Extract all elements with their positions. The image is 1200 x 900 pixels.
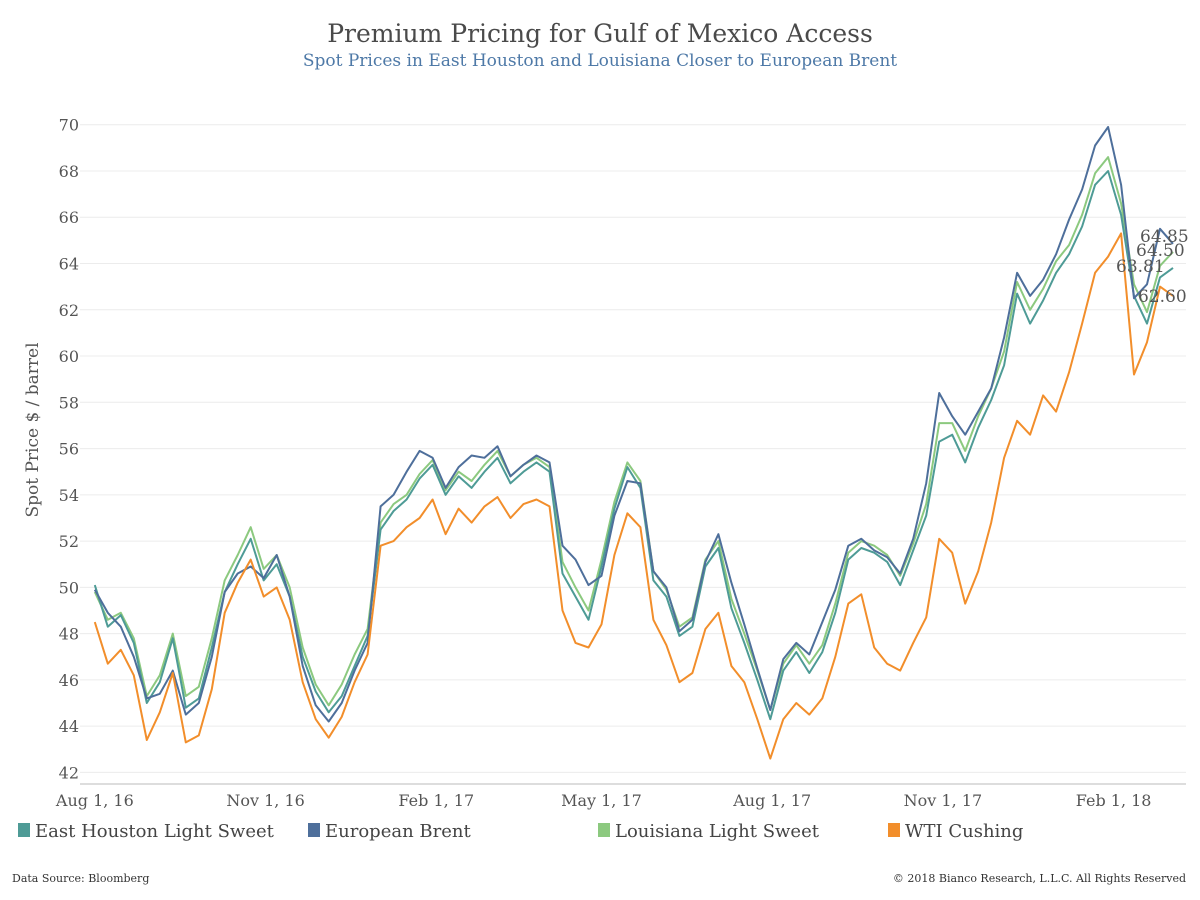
- x-tick-label: May 1, 17: [561, 791, 642, 810]
- x-tick-label: Feb 1, 17: [398, 791, 474, 810]
- y-tick-label: 48: [59, 625, 79, 644]
- x-tick-label: Nov 1, 17: [904, 791, 982, 810]
- y-tick-label: 42: [59, 763, 79, 782]
- x-tick-label: Nov 1, 16: [226, 791, 304, 810]
- legend-swatch: [598, 823, 610, 837]
- x-tick-label: Aug 1, 16: [55, 791, 134, 810]
- legend-label: Louisiana Light Sweet: [615, 821, 820, 842]
- series-line-east-houston-light-sweet: [93, 170, 1174, 721]
- x-tick-label: Aug 1, 17: [732, 791, 811, 810]
- series-line-european-brent: [93, 126, 1174, 723]
- y-tick-label: 56: [59, 440, 79, 459]
- legend-label: WTI Cushing: [905, 821, 1023, 842]
- chart-subtitle: Spot Prices in East Houston and Louisian…: [303, 51, 897, 71]
- copyright-note: © 2018 Bianco Research, L.L.C. All Right…: [893, 872, 1186, 885]
- y-tick-label: 66: [59, 208, 79, 227]
- legend: East Houston Light Sweet European Brent Lo…: [18, 821, 1023, 842]
- x-tick-label: Feb 1, 18: [1076, 791, 1152, 810]
- y-tick-label: 64: [59, 255, 79, 274]
- chart-title: Premium Pricing for Gulf of Mexico Acces…: [327, 19, 873, 48]
- legend-swatch: [888, 823, 900, 837]
- y-tick-label: 62: [59, 301, 79, 320]
- y-tick-label: 50: [59, 578, 79, 597]
- legend-swatch: [308, 823, 320, 837]
- y-tick-label: 52: [59, 532, 79, 551]
- gridlines: [80, 124, 1186, 773]
- y-tick-label: 46: [59, 671, 79, 690]
- y-tick-label: 70: [59, 116, 79, 135]
- end-value-label: 62.60: [1138, 287, 1187, 307]
- series-line-wti-cushing: [93, 232, 1174, 760]
- y-tick-label: 44: [59, 717, 79, 736]
- end-value-label: 64.85: [1140, 227, 1189, 247]
- axes: 42 44 46 48 50 52 54 56 58 60 62 64 66 68 70 Aug 1, 16 N…: [55, 116, 1186, 810]
- y-tick-label: 58: [59, 393, 79, 412]
- end-value-label: 64.50: [1136, 241, 1185, 261]
- end-value-label: 63.81: [1116, 257, 1165, 277]
- legend-label: East Houston Light Sweet: [35, 821, 275, 842]
- y-tick-label: 68: [59, 162, 79, 181]
- legend-swatch: [18, 823, 30, 837]
- y-tick-label: 54: [59, 486, 79, 505]
- data-source-note: Data Source: Bloomberg: [12, 872, 149, 885]
- y-axis-label: Spot Price $ / barrel: [23, 342, 43, 517]
- legend-label: European Brent: [325, 821, 471, 842]
- series-lines: [93, 126, 1174, 760]
- series-line-louisiana-light-sweet: [93, 156, 1174, 711]
- y-tick-label: 60: [59, 347, 79, 366]
